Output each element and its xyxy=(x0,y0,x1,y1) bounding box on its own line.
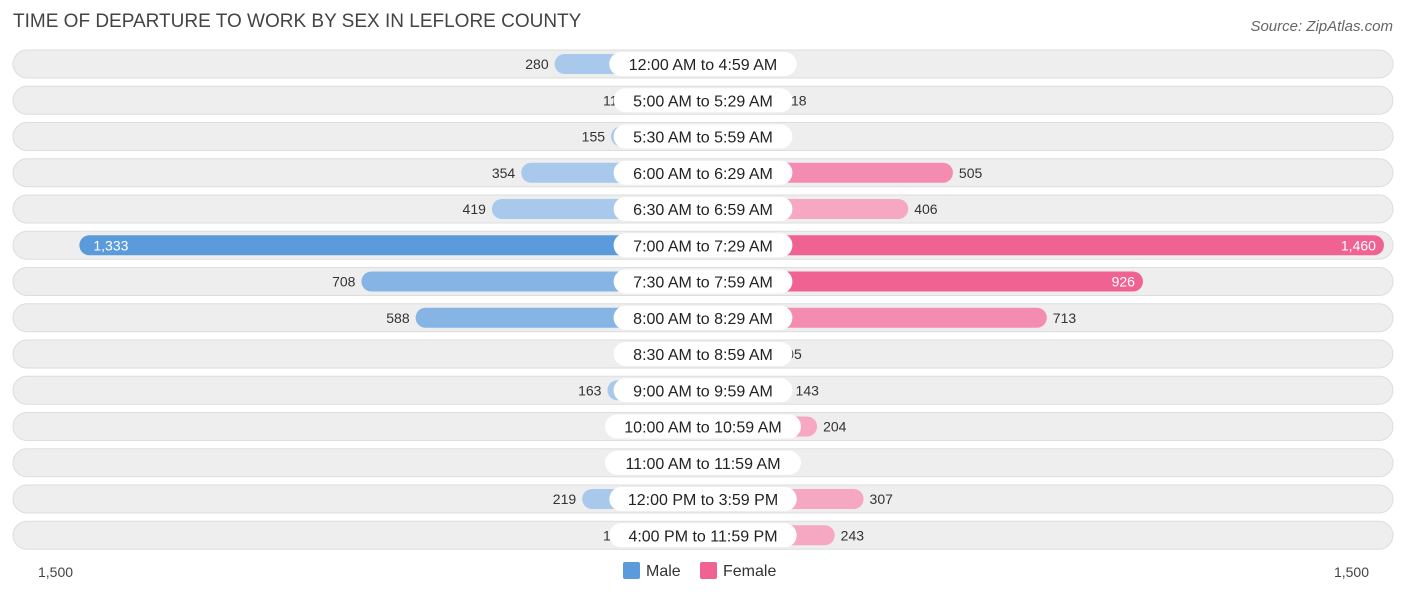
legend: Male Female xyxy=(623,562,776,580)
value-label-male: 354 xyxy=(492,165,516,181)
bar-male xyxy=(79,235,703,256)
category-label: 11:00 AM to 11:59 AM xyxy=(625,456,780,473)
category-pill xyxy=(613,269,793,294)
value-label-male: 219 xyxy=(553,491,577,507)
category-label: 6:30 AM to 6:59 AM xyxy=(633,202,773,219)
value-label-female: 505 xyxy=(959,165,983,181)
category-label: 8:30 AM to 8:59 AM xyxy=(633,347,773,364)
category-label: 9:00 AM to 9:59 AM xyxy=(633,383,773,400)
bar-female xyxy=(703,271,1143,292)
chart-row: 708 926 7:30 AM to 7:59 AM xyxy=(12,267,1394,296)
category-label: 5:30 AM to 5:59 AM xyxy=(633,130,773,147)
value-label-male: 155 xyxy=(582,129,606,145)
value-label-female: 406 xyxy=(914,201,938,217)
chart-row: 1101185:00 AM to 5:29 AM xyxy=(12,85,1394,115)
chart-row: 419 406 6:30 AM to 6:59 AM xyxy=(12,194,1394,224)
chart-row: 4020410:00 AM to 10:59 AM xyxy=(12,412,1394,441)
category-label: 7:00 AM to 7:29 AM xyxy=(633,238,773,255)
chart-row: 67711:00 AM to 11:59 AM xyxy=(12,448,1394,478)
axis-label-right: 1,500 xyxy=(1334,564,1369,580)
category-label: 8:00 AM to 8:29 AM xyxy=(633,311,773,328)
chart-row: 881058:30 AM to 8:59 AM xyxy=(12,339,1394,369)
legend-label-male: Male xyxy=(646,563,681,580)
category-pill xyxy=(605,450,801,475)
bar-female xyxy=(703,235,1384,256)
value-label-female: 143 xyxy=(796,382,820,398)
value-label-female: 307 xyxy=(870,491,894,507)
value-label-male: 280 xyxy=(525,56,549,72)
chart-row: 155895:30 AM to 5:59 AM xyxy=(12,122,1394,151)
chart-row: 588 713 8:00 AM to 8:29 AM xyxy=(12,303,1394,333)
axis-label-left: 1,500 xyxy=(38,564,73,580)
chart-row: 2805412:00 AM to 4:59 AM xyxy=(12,49,1394,79)
category-pill xyxy=(609,523,797,548)
chart-source: Source: ZipAtlas.com xyxy=(1250,18,1393,35)
value-label-female: 1,460 xyxy=(1341,237,1376,253)
chart-row: 1,333 1,460 7:00 AM to 7:29 AM xyxy=(12,230,1394,260)
category-label: 12:00 AM to 4:59 AM xyxy=(629,57,778,74)
value-label-male: 163 xyxy=(578,382,602,398)
category-label: 5:00 AM to 5:29 AM xyxy=(633,93,773,110)
chart-row: 163 143 9:00 AM to 9:59 AM xyxy=(12,375,1394,405)
category-label: 6:00 AM to 6:29 AM xyxy=(633,166,773,183)
value-label-male: 1,333 xyxy=(93,237,128,253)
value-label-female: 713 xyxy=(1053,310,1077,326)
category-label: 12:00 PM to 3:59 PM xyxy=(628,492,778,509)
legend-swatch-female xyxy=(700,562,717,579)
category-pill xyxy=(613,124,793,149)
value-label-male: 419 xyxy=(463,201,487,217)
bar-rows: 2805412:00 AM to 4:59 AM 1101185:00 AM to… xyxy=(12,49,1394,550)
value-label-female: 243 xyxy=(841,527,865,543)
category-pill xyxy=(613,233,793,258)
category-label: 4:00 PM to 11:59 PM xyxy=(628,528,777,545)
category-pill xyxy=(613,160,793,185)
category-pill xyxy=(605,414,801,439)
chart-row: 1102434:00 PM to 11:59 PM xyxy=(12,520,1394,550)
category-pill xyxy=(613,342,793,366)
category-label: 7:30 AM to 7:59 AM xyxy=(633,275,773,292)
chart-title: TIME OF DEPARTURE TO WORK BY SEX IN LEFL… xyxy=(13,11,582,32)
value-label-female: 204 xyxy=(823,419,847,435)
chart-row: 354 505 6:00 AM to 6:29 AM xyxy=(12,158,1394,188)
value-label-male: 588 xyxy=(386,310,410,326)
chart-row: 219 307 12:00 PM to 3:59 PM xyxy=(12,484,1394,514)
value-label-female: 926 xyxy=(1112,274,1136,290)
category-label: 10:00 AM to 10:59 AM xyxy=(624,420,781,437)
category-pill xyxy=(613,88,793,113)
legend-swatch-male xyxy=(623,562,640,579)
category-pill xyxy=(613,378,793,403)
category-pill xyxy=(609,487,797,511)
value-label-male: 708 xyxy=(332,274,356,290)
category-pill xyxy=(609,52,797,76)
category-pill xyxy=(613,197,793,221)
category-pill xyxy=(613,305,793,330)
legend-label-female: Female xyxy=(723,563,776,580)
